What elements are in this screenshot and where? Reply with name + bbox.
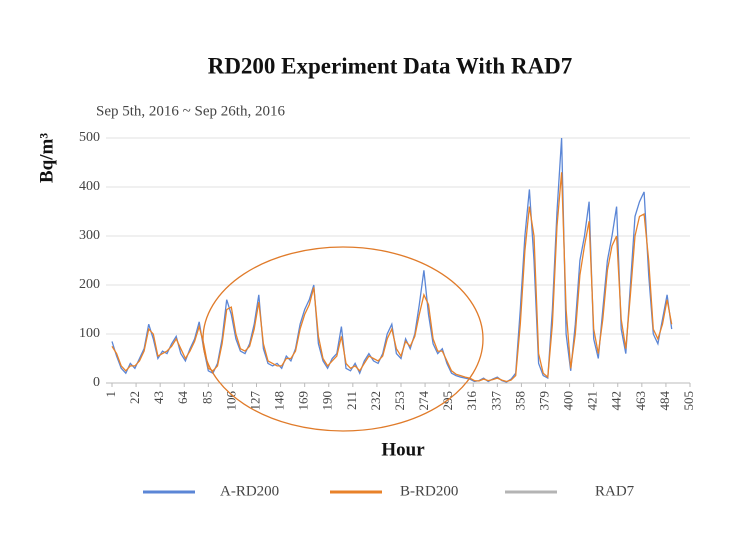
- y-tick-label: 400: [79, 179, 100, 194]
- x-tick-label: 442: [609, 391, 624, 411]
- x-tick-label: 421: [585, 391, 600, 411]
- lines: [111, 137, 673, 383]
- y-axis-label: Bq/m³: [36, 133, 57, 183]
- series-line: [111, 172, 673, 383]
- legend-label: A-RD200: [220, 483, 279, 499]
- x-tick-label: 85: [199, 391, 214, 404]
- x-tick-label: 337: [488, 391, 503, 411]
- legend-label: B-RD200: [400, 483, 458, 499]
- legend-label: RAD7: [595, 483, 635, 499]
- y-tick-label: 200: [79, 277, 100, 292]
- x-tick-label: 505: [681, 391, 696, 411]
- legend: A-RD200 B-RD200 RAD7: [143, 483, 635, 499]
- x-axis-label: Hour: [381, 439, 425, 460]
- x-tick-label: 106: [223, 391, 238, 411]
- x-tick-label: 169: [296, 391, 311, 411]
- x-tick-label: 358: [512, 391, 527, 411]
- x-tick-label: 463: [633, 391, 648, 411]
- x-tick-label: 253: [392, 391, 407, 411]
- x-tick-label: 316: [464, 391, 479, 411]
- x-tick-label: 484: [657, 391, 672, 411]
- y-tick-label: 300: [79, 228, 100, 243]
- x-tick-label: 232: [368, 391, 383, 411]
- x-tick-label: 190: [320, 391, 335, 411]
- x-tick-label: 127: [247, 391, 262, 411]
- x-tick-label: 1: [103, 391, 118, 398]
- y-tick-label: 0: [93, 375, 100, 390]
- x-tick-label: 64: [175, 391, 190, 405]
- chart-title: RD200 Experiment Data With RAD7: [208, 53, 573, 78]
- chart-subtitle: Sep 5th, 2016 ~ Sep 26th, 2016: [96, 103, 285, 119]
- x-tick-label: 379: [536, 391, 551, 411]
- x-tick-label: 148: [272, 391, 287, 411]
- x-tick-label: 400: [561, 391, 576, 411]
- y-tick-label: 100: [79, 326, 100, 341]
- x-tick-label: 274: [416, 391, 431, 411]
- x-tick-label: 22: [127, 391, 142, 404]
- x-tick-label: 43: [151, 391, 166, 404]
- x-tick-label: 211: [344, 391, 359, 410]
- y-tick-label: 500: [79, 130, 100, 145]
- grid: 0 100 200 300 400 500 1 22 43 64 85 106 127 148 169 190…: [79, 130, 696, 410]
- highlight-ellipse: [202, 246, 484, 432]
- series-line: [111, 137, 673, 383]
